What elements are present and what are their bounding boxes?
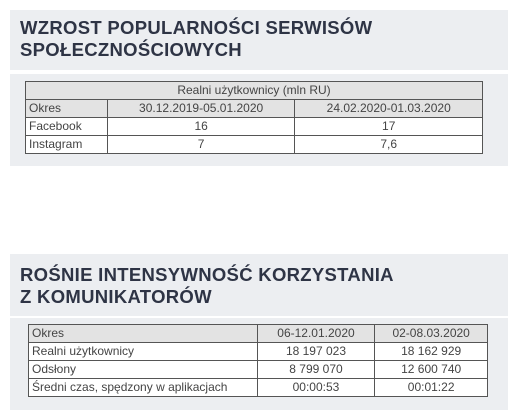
cell: Facebook (25, 117, 108, 136)
table: Realni użytkownicy (mln RU) Okres 30.12.2… (25, 81, 483, 154)
title-line: ROŚNIE INTENSYWNOŚĆ KORZYSTANIA (20, 264, 394, 285)
heading-band (10, 254, 508, 316)
table: Okres 06-12.01.2020 02-08.03.2020 Realni u… (28, 324, 488, 397)
cell: 06-12.01.2020 (256, 324, 376, 343)
title-line: SPOŁECZNOŚCIOWYCH (20, 39, 242, 60)
cell: 30.12.2019-05.01.2020 (106, 99, 296, 118)
cell: 18 197 023 (256, 342, 376, 361)
table-row: Realni użytkownicy 18 197 023 18 162 929 (28, 342, 488, 361)
section-title: ROŚNIE INTENSYWNOŚĆ KORZYSTANIA Z KOMUNI… (20, 264, 394, 308)
table-row: Instagram 7 7,6 (25, 135, 483, 154)
table-caption: Realni użytkownicy (mln RU) (25, 81, 483, 100)
cell: 24.02.2020-01.03.2020 (294, 99, 483, 118)
table-row: Odsłony 8 799 070 12 600 740 (28, 360, 488, 379)
cell: 18 162 929 (374, 342, 488, 361)
cell: 8 799 070 (256, 360, 376, 379)
cell: Instagram (25, 135, 108, 154)
cell: 02-08.03.2020 (374, 324, 488, 343)
cell: 16 (106, 117, 296, 136)
title-line: Z KOMUNIKATORÓW (20, 286, 212, 307)
cell: 7,6 (294, 135, 483, 154)
cell: Okres (28, 324, 258, 343)
table-row: Realni użytkownicy (mln RU) (25, 81, 483, 100)
cell: Okres (25, 99, 108, 118)
table-row: Facebook 16 17 (25, 117, 483, 136)
table-row: Średni czas, spędzony w aplikacjach 00:00… (28, 378, 488, 397)
cell: 7 (106, 135, 296, 154)
table-row: Okres 06-12.01.2020 02-08.03.2020 (28, 324, 488, 343)
table-row: Okres 30.12.2019-05.01.2020 24.02.2020-01.… (25, 99, 483, 118)
cell: Realni użytkownicy (28, 342, 258, 361)
cell: 00:00:53 (256, 378, 376, 397)
cell: 12 600 740 (374, 360, 488, 379)
cell: 17 (294, 117, 483, 136)
heading-band (10, 10, 508, 70)
section-title: WZROST POPULARNOŚCI SERWISÓW SPOŁECZNOŚC… (20, 17, 372, 61)
cell: Odsłony (28, 360, 258, 379)
cell: Średni czas, spędzony w aplikacjach (28, 378, 258, 397)
cell: 00:01:22 (374, 378, 488, 397)
title-line: WZROST POPULARNOŚCI SERWISÓW (20, 17, 373, 38)
